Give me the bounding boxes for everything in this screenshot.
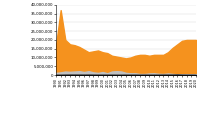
Legend: Returnees, Resettled, Refugees: Returnees, Resettled, Refugees xyxy=(83,120,169,121)
